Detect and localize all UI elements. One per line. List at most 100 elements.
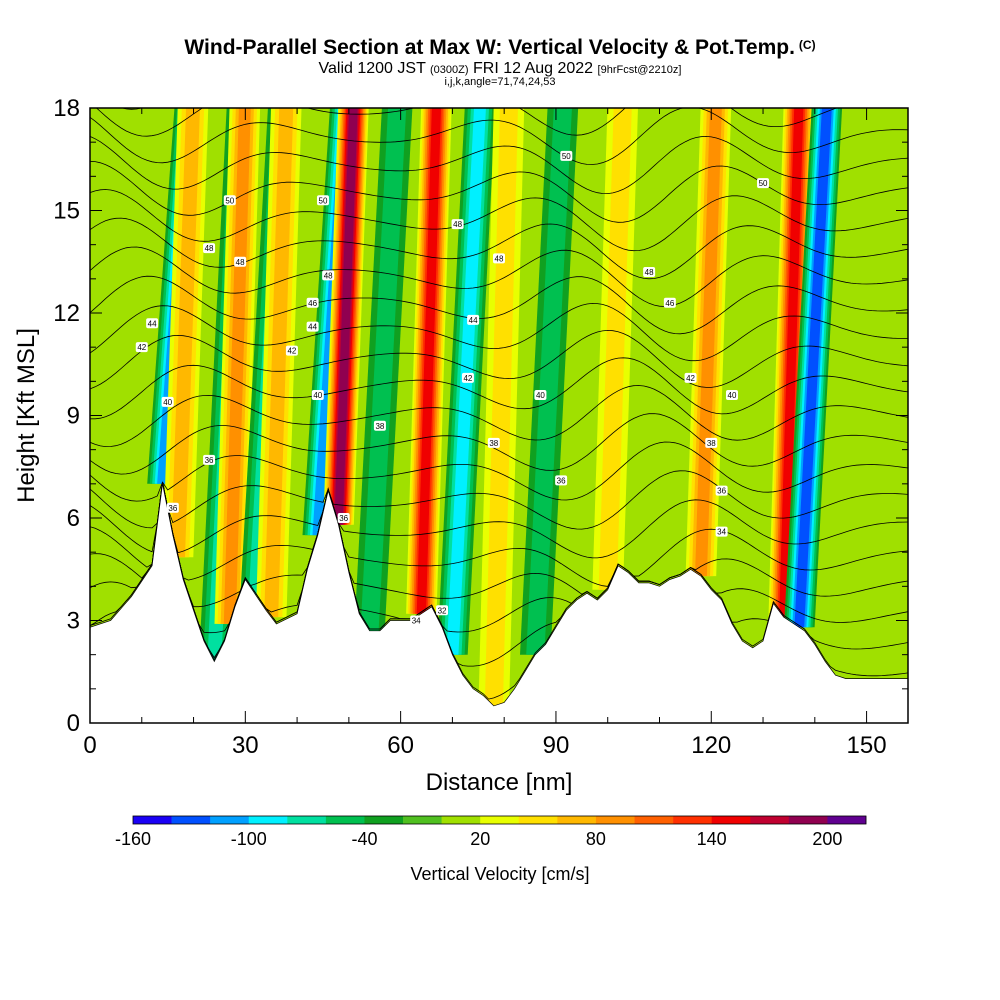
contour-label: 36 bbox=[555, 475, 568, 486]
terrain-fill bbox=[89, 483, 909, 724]
contour-labels: 50 50 50 50 48 48 48 48 48 48 46 46 44 44 44 42 42 42 42 40… bbox=[135, 150, 770, 626]
velocity-core bbox=[784, 108, 843, 628]
theta-contour bbox=[90, 357, 908, 420]
theta-contour bbox=[90, 482, 908, 559]
copyright-mark: (C) bbox=[798, 38, 816, 52]
contour-label-text: 32 bbox=[438, 606, 447, 615]
forecast-info: [9hrFcst@2210z] bbox=[597, 64, 682, 76]
contour-label: 48 bbox=[451, 219, 464, 230]
contour-label-text: 44 bbox=[148, 319, 157, 328]
colorbar-swatch bbox=[287, 816, 327, 824]
contour-label: 50 bbox=[560, 150, 573, 161]
colorbar-swatch bbox=[248, 816, 288, 824]
velocity-band bbox=[360, 108, 408, 631]
contour-label: 48 bbox=[203, 243, 216, 254]
contour-label: 44 bbox=[146, 318, 159, 329]
contour-label-text: 50 bbox=[759, 179, 768, 188]
contour-label: 38 bbox=[373, 420, 386, 431]
theta-contour bbox=[90, 108, 908, 110]
colorbar-swatch bbox=[750, 816, 790, 824]
contour-label-text: 48 bbox=[495, 254, 504, 263]
contour-label: 50 bbox=[316, 195, 329, 206]
terrain bbox=[89, 483, 909, 724]
colorbar-swatch bbox=[133, 816, 172, 824]
contour-label: 38 bbox=[705, 437, 718, 448]
velocity-band bbox=[264, 108, 294, 618]
contour-label: 46 bbox=[663, 297, 676, 308]
colorbar-tick-label: 20 bbox=[470, 829, 490, 849]
contour-label: 36 bbox=[166, 502, 179, 513]
velocity-band bbox=[223, 108, 252, 624]
contour-label: 40 bbox=[161, 396, 174, 407]
chart-subtitle: Valid 1200 JST (0300Z) FRI 12 Aug 2022 [… bbox=[0, 60, 1000, 78]
contour-label-text: 40 bbox=[728, 391, 737, 400]
velocity-core bbox=[406, 108, 453, 614]
contour-label-text: 40 bbox=[536, 391, 545, 400]
colorbar-swatch bbox=[595, 816, 635, 824]
contour-label: 50 bbox=[757, 178, 770, 189]
y-tick-label: 3 bbox=[67, 608, 80, 635]
colorbar-tick-label: -160 bbox=[115, 829, 151, 849]
y-tick-label: 12 bbox=[53, 300, 80, 327]
x-tick-label: 90 bbox=[543, 732, 570, 759]
x-tick-label: 0 bbox=[83, 732, 96, 759]
contour-label: 42 bbox=[135, 342, 148, 353]
velocity-band bbox=[794, 108, 833, 628]
velocity-core bbox=[162, 108, 209, 558]
colorbar: -160 -100 -40 20 80 140 200 Vertical Velocity [… bbox=[115, 815, 867, 884]
contour-label-text: 42 bbox=[463, 374, 472, 383]
theta-contour bbox=[90, 217, 908, 280]
colorbar-tick-label: -100 bbox=[231, 829, 267, 849]
contour-label: 36 bbox=[715, 485, 728, 496]
theta-contour bbox=[90, 108, 908, 137]
chart-title: Wind-Parallel Section at Max W: Vertical… bbox=[0, 36, 1000, 60]
colorbar-swatch bbox=[634, 816, 674, 824]
x-tick-label: 150 bbox=[847, 732, 887, 759]
contour-label: 48 bbox=[493, 253, 505, 263]
contour-label-text: 48 bbox=[453, 220, 462, 229]
velocity-band bbox=[695, 108, 723, 577]
colorbar-swatch bbox=[441, 816, 481, 824]
contour-label: 50 bbox=[223, 195, 236, 206]
contour-label: 48 bbox=[234, 256, 247, 267]
colorbar-tick-label: 200 bbox=[812, 829, 842, 849]
velocity-band bbox=[446, 108, 487, 655]
theta-contour bbox=[90, 302, 908, 362]
contour-label: 40 bbox=[311, 390, 324, 400]
colorbar-swatch bbox=[364, 816, 404, 824]
velocity-core bbox=[354, 108, 414, 631]
colorbar-swatch bbox=[711, 816, 751, 824]
colorbar-swatch bbox=[788, 816, 828, 824]
velocity-core bbox=[437, 108, 497, 655]
contour-label-text: 38 bbox=[375, 422, 384, 431]
x-tick-label: 30 bbox=[232, 732, 259, 759]
colorbar-tick-label: -40 bbox=[351, 829, 377, 849]
x-tick-label: 120 bbox=[691, 732, 731, 759]
contour-label-text: 48 bbox=[324, 271, 333, 280]
theta-contour bbox=[90, 482, 908, 634]
y-axis-title: Height [Kft MSL] bbox=[13, 328, 40, 503]
velocity-core bbox=[323, 108, 370, 525]
velocity-core bbox=[255, 108, 302, 618]
contour-label-text: 40 bbox=[163, 398, 172, 407]
contour-label-text: 36 bbox=[168, 504, 177, 513]
contour-label-text: 36 bbox=[205, 456, 214, 465]
contour-label: 42 bbox=[461, 372, 474, 383]
contour-label-text: 46 bbox=[308, 299, 317, 308]
contour-label-text: 42 bbox=[287, 347, 296, 356]
contour-label-text: 36 bbox=[717, 487, 726, 496]
theta-contour bbox=[90, 108, 908, 165]
y-tick-label: 0 bbox=[67, 710, 80, 737]
contour-label: 36 bbox=[337, 513, 350, 523]
contour-label-text: 42 bbox=[686, 374, 695, 383]
colorbar-swatch bbox=[480, 816, 520, 824]
contour-label-text: 48 bbox=[236, 258, 245, 267]
x-tick-label: 60 bbox=[387, 732, 414, 759]
contour-label: 32 bbox=[436, 605, 449, 616]
contour-label: 44 bbox=[467, 314, 480, 325]
theta-contour bbox=[90, 246, 908, 307]
contour-label: 48 bbox=[643, 267, 656, 277]
colorbar-tick-label: 140 bbox=[697, 829, 727, 849]
contour-label-text: 50 bbox=[319, 196, 328, 205]
contour-label: 44 bbox=[306, 321, 319, 332]
